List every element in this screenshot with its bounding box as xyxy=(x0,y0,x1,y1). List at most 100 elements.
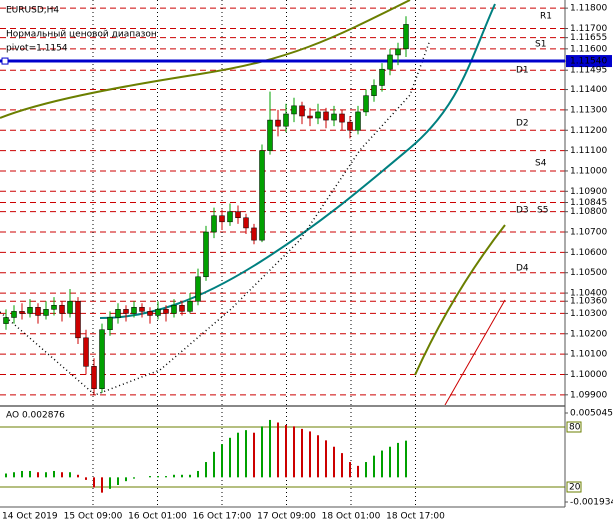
subtitle: Нормальный ценовой диапазон xyxy=(6,30,157,40)
y-tick-label: 1.10300 xyxy=(570,309,607,319)
candle-body xyxy=(131,307,137,314)
x-tick-label: 14 Oct 2019 xyxy=(2,512,58,522)
candle-body xyxy=(155,309,161,316)
x-tick-label: 18 Oct 17:00 xyxy=(386,512,445,522)
candle-body xyxy=(59,305,65,314)
y-tick-label: 1.10500 xyxy=(570,268,607,278)
candle-body xyxy=(147,311,153,316)
y-tick-label: 1.11300 xyxy=(570,105,607,115)
candle-body xyxy=(203,231,209,278)
candle-body xyxy=(91,366,97,389)
y-tick-label: 1.11000 xyxy=(570,166,607,176)
y-tick-label: 1.09900 xyxy=(570,390,607,400)
candle-body xyxy=(379,68,385,86)
candle-body xyxy=(187,300,193,312)
candle-body xyxy=(235,211,241,219)
pivot-label: pivot=1.1154 xyxy=(6,44,68,54)
candle-body xyxy=(75,300,81,339)
candle-body xyxy=(27,307,33,314)
candle-body xyxy=(291,105,297,115)
candle-body xyxy=(35,307,41,316)
y-tick-label: 1.11540 xyxy=(570,57,607,67)
candle-body xyxy=(363,95,369,113)
level-label: R1 xyxy=(540,12,552,22)
candle-body xyxy=(11,311,17,318)
y-tick-label: 1.11100 xyxy=(570,146,607,156)
y-tick-label: 1.11600 xyxy=(570,44,607,54)
tick-highlight xyxy=(566,55,612,68)
x-tick-label: 18 Oct 01:00 xyxy=(322,512,381,522)
candle-body xyxy=(195,276,201,302)
candle-body xyxy=(107,317,113,330)
candle-body xyxy=(347,121,353,131)
candle-body xyxy=(3,317,9,324)
y-tick-label: 1.11200 xyxy=(570,126,607,136)
candle-body xyxy=(123,309,129,314)
y-tick-label: 1.10000 xyxy=(570,370,607,380)
candle-body xyxy=(99,329,105,389)
y-tick-label: 1.10200 xyxy=(570,329,607,339)
candle-body xyxy=(299,105,305,117)
candle-body xyxy=(67,300,73,314)
level-label: D1 xyxy=(516,66,529,76)
y-tick-label: 1.11700 xyxy=(570,24,607,34)
grid xyxy=(0,0,565,507)
y-tick-label: 1.10360 xyxy=(570,297,607,307)
x-tick-label: 15 Oct 09:00 xyxy=(64,512,123,522)
candle-body xyxy=(275,119,281,127)
tick-box xyxy=(566,421,582,433)
candle-body xyxy=(307,115,313,119)
y2-tick-label: 80 xyxy=(569,423,581,433)
x-tick-label: 16 Oct 01:00 xyxy=(128,512,187,522)
candle-body xyxy=(179,305,185,312)
candle-body xyxy=(115,309,121,318)
candle-body xyxy=(211,215,217,233)
candle-body xyxy=(19,311,25,314)
candle-body xyxy=(43,309,49,316)
candle-body xyxy=(339,113,345,123)
y-tick-label: 1.10845 xyxy=(570,198,607,208)
indicator-curve xyxy=(444,299,506,406)
ao-tick-label: -0.001934 xyxy=(570,498,613,508)
y-tick-label: 1.10900 xyxy=(570,187,607,197)
y-tick-label: 1.11655 xyxy=(570,33,607,43)
candle-body xyxy=(331,113,337,121)
y2-tick-label: 20 xyxy=(569,483,581,493)
y-tick-label: 1.10800 xyxy=(570,207,607,217)
candle-body xyxy=(171,305,177,314)
level-label: D3 xyxy=(516,206,529,216)
y-tick-label: 1.10700 xyxy=(570,228,607,238)
candle-body xyxy=(139,307,145,312)
indicator-curve xyxy=(0,0,411,119)
candle-body xyxy=(267,119,273,151)
candle-body xyxy=(163,309,169,314)
y-tick-label: 1.11800 xyxy=(570,4,607,14)
y-tick-label: 1.10100 xyxy=(570,350,607,360)
y-tick-label: 1.11495 xyxy=(570,66,607,76)
level-label: D4 xyxy=(516,264,529,274)
candle-body xyxy=(259,150,265,241)
ao-tick-label: 0.005045 xyxy=(570,409,613,419)
candle-body xyxy=(251,227,257,241)
candle-body xyxy=(387,54,393,70)
candle-body xyxy=(227,211,233,223)
level-label: S5 xyxy=(537,206,548,216)
x-tick-label: 17 Oct 09:00 xyxy=(257,512,316,522)
candle-body xyxy=(403,24,409,50)
candle-body xyxy=(243,217,249,229)
y-tick-label: 1.11400 xyxy=(570,85,607,95)
indicator-curve xyxy=(414,224,506,376)
candle-body xyxy=(283,113,289,127)
ao-label: AO 0.002876 xyxy=(6,411,65,421)
candle-body xyxy=(51,305,57,310)
candle-body xyxy=(219,215,225,223)
indicator-curve xyxy=(99,3,496,319)
candle-body xyxy=(323,111,329,121)
candle-body xyxy=(395,48,401,56)
y-tick-label: 1.10400 xyxy=(570,289,607,299)
level-label: S1 xyxy=(535,40,546,50)
candle-body xyxy=(371,85,377,96)
tick-box xyxy=(566,481,582,493)
